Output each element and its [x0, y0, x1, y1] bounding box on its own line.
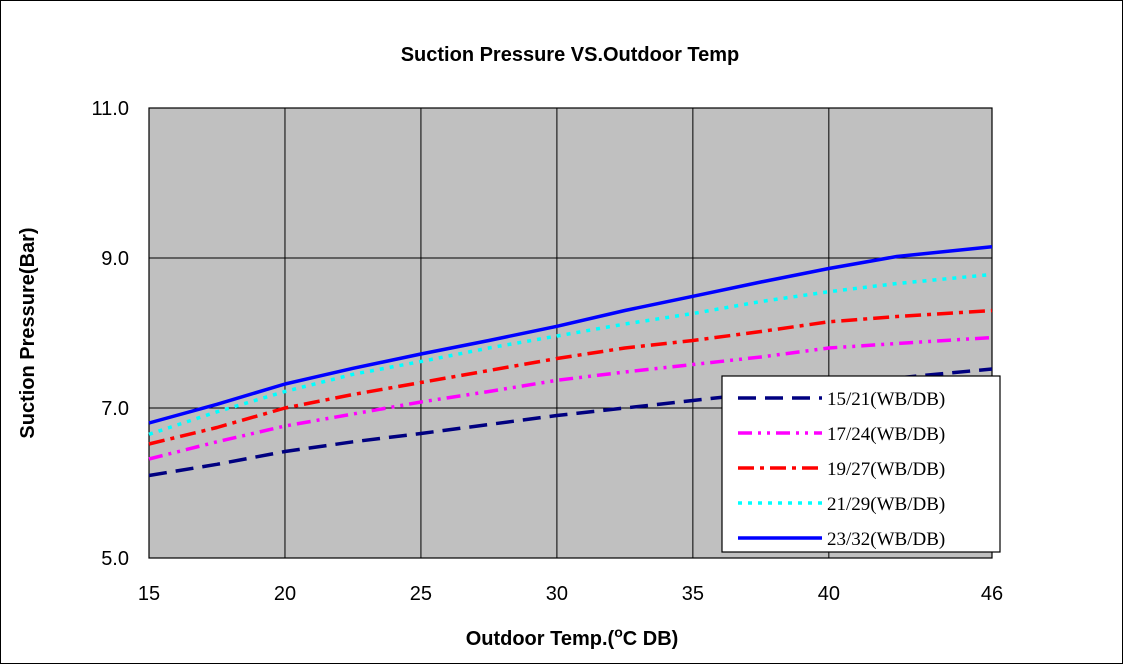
x-axis-ticks: 15 20 25 30 35 40 46: [138, 583, 1003, 605]
x-tick-label: 40: [818, 583, 840, 605]
legend-box: [721, 375, 1001, 553]
legend-label-2: 17/24(WB/DB): [827, 424, 945, 445]
x-axis-label: Outdoor Temp.(oC DB): [466, 624, 679, 650]
legend-label-3: 19/27(WB/DB): [827, 459, 945, 480]
x-tick-label: 35: [682, 583, 704, 605]
y-tick-label: 7.0: [101, 398, 129, 420]
x-tick-label: 46: [981, 583, 1003, 605]
x-tick-label: 25: [410, 583, 432, 605]
x-axis-label-prefix: Outdoor Temp.(: [466, 628, 615, 650]
legend-label-1: 15/21(WB/DB): [827, 389, 945, 410]
y-tick-label: 5.0: [101, 548, 129, 570]
series-line-4: [148, 272, 993, 436]
legend-label-4: 21/29(WB/DB): [827, 494, 945, 515]
x-axis-label-degree: o: [614, 624, 623, 640]
series-line-5: [148, 244, 993, 425]
x-tick-label: 30: [546, 583, 568, 605]
x-tick-label: 20: [274, 583, 296, 605]
legend: 15/21(WB/DB) 17/24(WB/DB) 19/27(WB/DB) 21/2…: [721, 375, 1001, 553]
x-tick-label: 15: [138, 583, 160, 605]
y-axis-ticks: 5.0 7.0 9.0 11.0: [92, 98, 129, 570]
series-line-3: [148, 308, 993, 446]
y-tick-label: 11.0: [92, 98, 129, 120]
chart-title: Suction Pressure VS.Outdoor Temp: [401, 44, 740, 66]
y-axis-label: Suction Pressure(Bar): [17, 227, 39, 438]
x-axis-label-suffix: C DB): [623, 628, 679, 650]
y-tick-label: 9.0: [101, 248, 129, 270]
series-line-2: [148, 335, 993, 461]
grid-lines: [148, 107, 993, 559]
legend-label-5: 23/32(WB/DB): [827, 529, 945, 550]
